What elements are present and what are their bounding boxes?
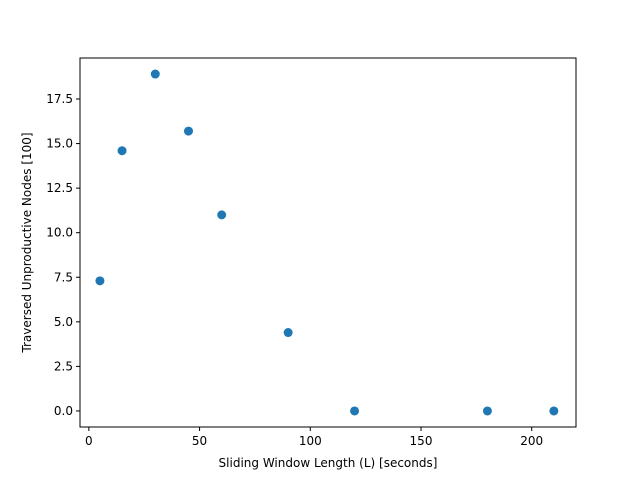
plot-frame — [79, 57, 577, 428]
data-points — [95, 69, 559, 416]
data-point — [150, 69, 160, 79]
y-tick-label: 12.5 — [46, 181, 73, 195]
x-tick-label: 0 — [85, 434, 93, 448]
y-axis-ticks: 0.0 2.5 5.0 7.5 10.0 12.5 15.0 17.5 — [46, 92, 80, 418]
y-tick-label: 2.5 — [54, 359, 73, 373]
y-tick-label: 0.0 — [54, 404, 73, 418]
data-point — [117, 146, 127, 156]
data-point — [482, 406, 492, 416]
x-tick-label: 150 — [410, 434, 433, 448]
y-tick-label: 10.0 — [46, 226, 73, 240]
x-axis-label: Sliding Window Length (L) [seconds] — [219, 456, 438, 470]
y-axis-label: Traversed Unproductive Nodes [100] — [20, 132, 34, 353]
y-tick-label: 7.5 — [54, 270, 73, 284]
y-tick-label: 17.5 — [46, 92, 73, 106]
x-tick-label: 200 — [520, 434, 543, 448]
y-tick-label: 15.0 — [46, 137, 73, 151]
x-tick-label: 100 — [299, 434, 322, 448]
data-point — [95, 276, 105, 286]
x-axis-ticks: 0 50 100 150 200 — [85, 427, 543, 448]
x-tick-label: 50 — [192, 434, 207, 448]
data-point — [549, 406, 559, 416]
data-point — [350, 406, 360, 416]
y-tick-label: 5.0 — [54, 315, 73, 329]
data-point — [283, 328, 293, 338]
data-point — [217, 210, 227, 220]
data-point — [184, 126, 193, 136]
